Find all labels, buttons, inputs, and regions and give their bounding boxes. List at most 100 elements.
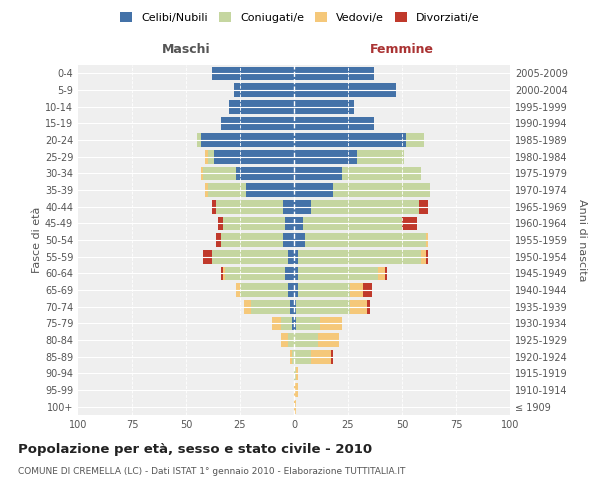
Bar: [294, 116, 374, 130]
Bar: [294, 183, 333, 197]
Bar: [205, 183, 208, 197]
Bar: [426, 233, 428, 247]
Bar: [205, 150, 208, 164]
Bar: [311, 200, 419, 213]
Bar: [203, 250, 212, 264]
Bar: [305, 233, 426, 247]
Bar: [244, 300, 251, 314]
Bar: [298, 250, 421, 264]
Bar: [212, 250, 287, 264]
Bar: [294, 166, 341, 180]
Bar: [281, 333, 287, 347]
Bar: [208, 183, 247, 197]
Bar: [294, 316, 296, 330]
Bar: [208, 150, 214, 164]
Bar: [294, 400, 296, 413]
Bar: [201, 166, 203, 180]
Text: Popolazione per età, sesso e stato civile - 2010: Popolazione per età, sesso e stato civil…: [18, 442, 372, 456]
Bar: [221, 233, 283, 247]
Text: Maschi: Maschi: [161, 44, 211, 56]
Bar: [294, 83, 395, 97]
Bar: [221, 116, 294, 130]
Bar: [236, 283, 240, 297]
Bar: [350, 300, 367, 314]
Bar: [294, 66, 374, 80]
Bar: [402, 216, 417, 230]
Bar: [296, 316, 320, 330]
Bar: [283, 233, 294, 247]
Bar: [212, 66, 294, 80]
Bar: [292, 316, 294, 330]
Bar: [421, 250, 426, 264]
Bar: [419, 200, 428, 213]
Bar: [294, 133, 406, 147]
Bar: [247, 183, 294, 197]
Bar: [367, 300, 370, 314]
Bar: [287, 333, 294, 347]
Bar: [223, 266, 225, 280]
Bar: [311, 350, 331, 364]
Bar: [294, 366, 296, 380]
Bar: [318, 333, 340, 347]
Bar: [201, 133, 294, 147]
Bar: [294, 216, 302, 230]
Bar: [298, 266, 378, 280]
Bar: [218, 216, 223, 230]
Bar: [203, 166, 236, 180]
Bar: [223, 216, 286, 230]
Bar: [294, 266, 298, 280]
Bar: [236, 166, 294, 180]
Bar: [286, 216, 294, 230]
Bar: [240, 283, 287, 297]
Bar: [331, 350, 333, 364]
Bar: [341, 166, 421, 180]
Bar: [294, 200, 311, 213]
Y-axis label: Anni di nascita: Anni di nascita: [577, 198, 587, 281]
Bar: [363, 283, 372, 297]
Bar: [251, 300, 290, 314]
Bar: [294, 383, 298, 397]
Bar: [296, 366, 298, 380]
Bar: [296, 300, 350, 314]
Bar: [281, 316, 292, 330]
Bar: [320, 316, 341, 330]
Bar: [216, 200, 283, 213]
Bar: [294, 150, 356, 164]
Bar: [294, 300, 296, 314]
Bar: [292, 350, 294, 364]
Bar: [294, 250, 298, 264]
Bar: [350, 283, 363, 297]
Bar: [385, 266, 387, 280]
Bar: [287, 283, 294, 297]
Bar: [272, 316, 281, 330]
Bar: [212, 200, 216, 213]
Bar: [426, 250, 428, 264]
Bar: [283, 200, 294, 213]
Bar: [302, 216, 402, 230]
Bar: [356, 150, 404, 164]
Bar: [287, 250, 294, 264]
Text: Femmine: Femmine: [370, 44, 434, 56]
Bar: [294, 233, 305, 247]
Legend: Celibi/Nubili, Coniugati/e, Vedovi/e, Divorziati/e: Celibi/Nubili, Coniugati/e, Vedovi/e, Di…: [116, 8, 484, 28]
Bar: [294, 283, 298, 297]
Bar: [290, 350, 292, 364]
Bar: [221, 266, 223, 280]
Bar: [216, 233, 221, 247]
Text: COMUNE DI CREMELLA (LC) - Dati ISTAT 1° gennaio 2010 - Elaborazione TUTTITALIA.I: COMUNE DI CREMELLA (LC) - Dati ISTAT 1° …: [18, 468, 406, 476]
Bar: [286, 266, 294, 280]
Bar: [298, 283, 350, 297]
Bar: [294, 100, 355, 114]
Bar: [233, 83, 294, 97]
Bar: [225, 266, 286, 280]
Bar: [294, 333, 318, 347]
Bar: [290, 300, 294, 314]
Bar: [229, 100, 294, 114]
Y-axis label: Fasce di età: Fasce di età: [32, 207, 42, 273]
Bar: [214, 150, 294, 164]
Bar: [378, 266, 385, 280]
Bar: [197, 133, 201, 147]
Bar: [333, 183, 430, 197]
Bar: [406, 133, 424, 147]
Bar: [294, 350, 311, 364]
